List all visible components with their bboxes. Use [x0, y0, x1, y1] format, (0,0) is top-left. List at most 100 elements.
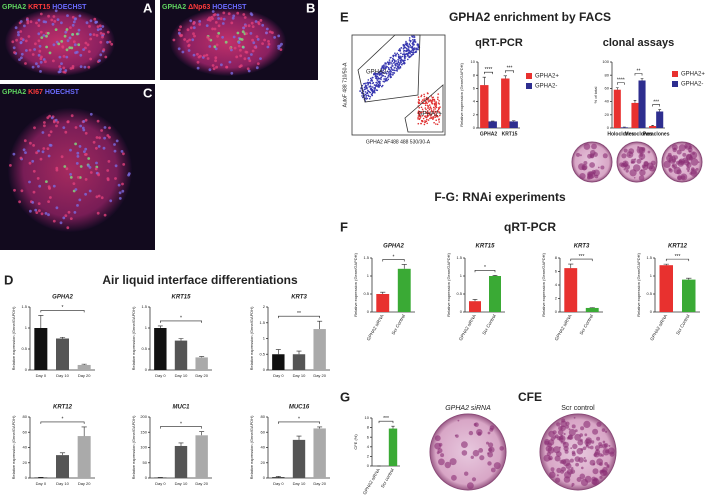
nucleus [220, 63, 223, 67]
x-tick-label: Scr Control [481, 314, 497, 336]
event-dot [380, 68, 383, 70]
event-dot [403, 50, 405, 52]
y-tick-label: 0.5 [21, 346, 27, 351]
nucleus [109, 199, 113, 203]
error-bar [81, 363, 87, 365]
nucleus [211, 64, 215, 67]
panel-label: B [306, 0, 315, 15]
nucleus [186, 28, 190, 32]
nucleus [271, 31, 274, 35]
nucleus [62, 70, 66, 74]
nucleus [75, 32, 79, 36]
event-dot [408, 37, 411, 39]
nucleus [20, 37, 23, 41]
event-dot [424, 120, 426, 122]
event-dot [432, 96, 435, 99]
y-axis-label: Relative expression (Gene/GAPDH) [11, 306, 16, 370]
significance-label: *** [579, 254, 585, 260]
colony [625, 169, 629, 173]
colony [573, 416, 576, 419]
error-bar [512, 120, 516, 122]
colony [561, 437, 563, 440]
event-dot [397, 49, 400, 52]
significance-label: * [180, 316, 182, 322]
colony [565, 463, 572, 469]
colony [589, 445, 594, 450]
event-dot [437, 115, 439, 118]
micrograph-a [0, 0, 155, 80]
y-tick-label: 4 [367, 444, 370, 449]
y-tick-label: 150 [140, 429, 147, 434]
nucleus [19, 30, 23, 33]
y-tick-label: 8 [555, 255, 558, 260]
nucleus [76, 204, 79, 207]
nucleus [31, 201, 35, 204]
colony [566, 436, 570, 440]
nucleus [23, 139, 27, 143]
error-bar [663, 263, 669, 266]
y-tick-label: 1 [650, 273, 653, 278]
nucleus [256, 62, 260, 65]
stain-name: HOECHST [212, 4, 247, 11]
event-dot [391, 69, 394, 71]
event-dot [397, 65, 399, 68]
nucleus [11, 40, 15, 44]
nucleus [39, 70, 42, 73]
event-dot [369, 85, 371, 87]
error-bar [199, 356, 205, 358]
nucleus [192, 32, 195, 36]
colony [552, 471, 554, 473]
nucleus [24, 39, 28, 43]
nucleus [71, 33, 75, 36]
nucleus [58, 55, 62, 59]
event-dot [434, 108, 437, 110]
nucleus [66, 226, 70, 230]
nucleus [31, 159, 35, 163]
colony [601, 443, 608, 449]
x-tick-label: Day 0 [36, 373, 47, 378]
y-tick-label: 1.5 [363, 255, 369, 260]
colony [581, 466, 584, 470]
nucleus [73, 211, 77, 214]
nucleus [60, 40, 64, 43]
event-dot [438, 103, 441, 105]
nucleus [84, 46, 87, 50]
nucleus [42, 147, 46, 150]
nucleus [95, 161, 98, 165]
nucleus [46, 147, 50, 151]
event-dot [438, 119, 440, 121]
nucleus [208, 18, 212, 22]
colony [584, 438, 592, 446]
nucleus [52, 43, 56, 47]
nucleus [247, 24, 251, 28]
nucleus [86, 43, 90, 47]
event-dot [359, 90, 362, 92]
colony [478, 448, 484, 453]
nucleus [248, 59, 252, 63]
nucleus [87, 157, 91, 160]
y-tick-label: 0 [367, 309, 370, 314]
nucleus [122, 152, 125, 156]
event-dot [431, 102, 434, 105]
nucleus [79, 65, 83, 68]
colony [438, 442, 443, 447]
nucleus [37, 53, 41, 57]
nucleus [102, 146, 106, 150]
event-dot [433, 121, 435, 124]
y-tick-label: 0 [263, 367, 266, 372]
nucleus [67, 210, 71, 214]
stain-name: GPHA2 [2, 4, 26, 11]
y-tick-label: 0 [555, 309, 558, 314]
nucleus [254, 20, 258, 23]
gate-label: GPHA2- [366, 70, 388, 76]
nucleus [47, 154, 51, 158]
colony [486, 441, 489, 445]
nucleus [241, 30, 245, 34]
colony [563, 476, 571, 483]
colony [477, 431, 482, 436]
event-dot [403, 46, 405, 49]
nucleus [241, 45, 245, 49]
colony [677, 175, 683, 181]
colony [574, 456, 581, 462]
